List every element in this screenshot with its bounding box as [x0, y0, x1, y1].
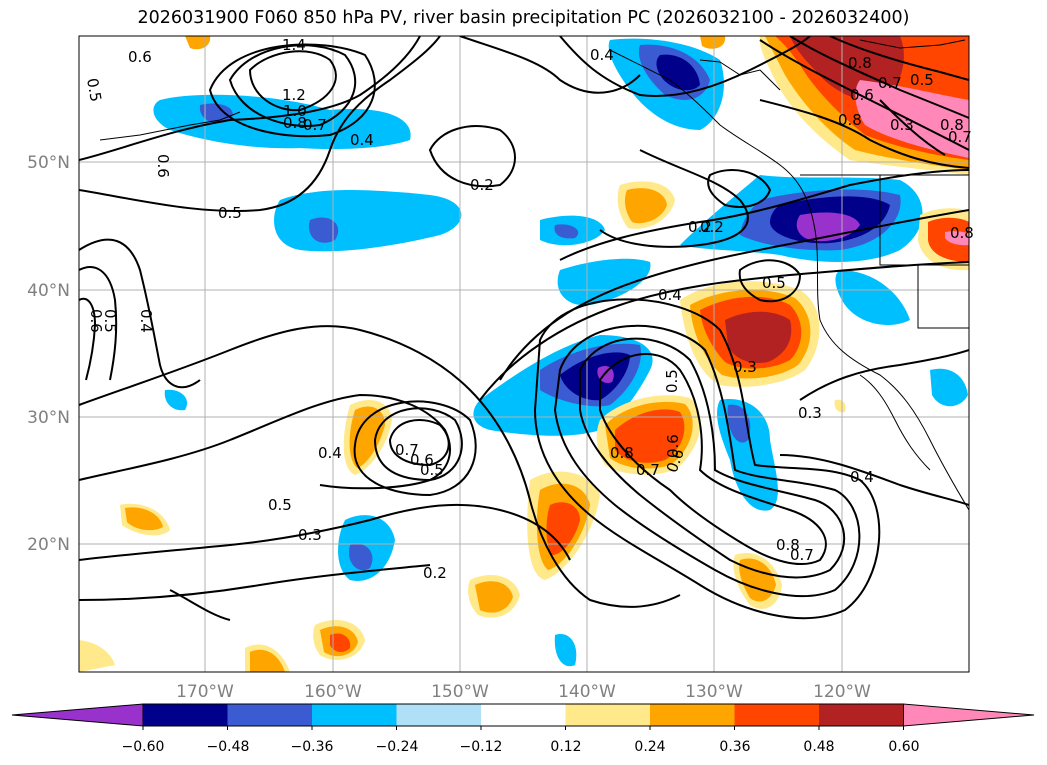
colorbar-tick-label: −0.60 [122, 739, 165, 755]
contour-label: 0.4 [137, 309, 155, 333]
contour-label: 0.3 [298, 526, 322, 544]
lat-label: 20°N [27, 535, 70, 555]
colorbar-segment [819, 704, 904, 726]
colorbar-tick-label: −0.36 [291, 739, 334, 755]
contour-label-group: 0.6 1.4 0.5 1.2 0.8 1.0 0.7 0.4 0.6 0.4 … [83, 36, 974, 582]
colorbar-tick-label: 0.60 [888, 739, 919, 755]
lon-label: 150°W [431, 682, 489, 702]
contour-label: 0.8 [950, 224, 974, 242]
colorbar-segment [481, 704, 566, 726]
contour-label: 0.4 [850, 468, 874, 486]
colorbar-tick-label: −0.12 [460, 739, 503, 755]
colorbar-segment [227, 704, 313, 726]
contour-label: 0.5 [218, 204, 242, 222]
colorbar-tick-label: 0.48 [803, 739, 834, 755]
longitude-labels: 170°W 160°W 150°W 140°W 130°W 120°W [176, 682, 871, 702]
contour-label: 1.4 [282, 36, 306, 54]
contour-label: 0.7 [948, 128, 972, 146]
lon-label: 160°W [304, 682, 362, 702]
map-title: 2026031900 F060 850 hPa PV, river basin … [137, 8, 910, 28]
contour-label: 0.6 [850, 86, 874, 104]
lat-label: 50°N [27, 153, 70, 173]
lon-label: 120°W [813, 682, 871, 702]
contour-label: 0.2 [700, 218, 724, 236]
colorbar-tick-label: −0.24 [376, 739, 419, 755]
contour-label: 0.6 [410, 451, 434, 469]
colorbar-segment [565, 704, 651, 726]
contour-label: 0.6 [128, 48, 152, 66]
contour-label: 0.7 [878, 74, 902, 92]
contour-label: 1.0 [283, 102, 307, 120]
contour-label: 0.8 [610, 444, 634, 462]
contour-label: 0.4 [590, 46, 614, 64]
contour-label: 0.7 [790, 546, 814, 564]
colorbar-frame [142, 703, 904, 727]
contour-label: 0.4 [318, 444, 342, 462]
colorbar-tick-label: 0.36 [719, 739, 750, 755]
lon-label: 140°W [558, 682, 616, 702]
contour-label: 0.2 [688, 218, 712, 236]
lon-label: 170°W [176, 682, 234, 702]
contour-label: 0.5 [420, 461, 444, 479]
contour-label: 0.5 [268, 496, 292, 514]
latitude-labels: 50°N 40°N 30°N 20°N [27, 153, 70, 555]
contour-label: 0.8 [283, 114, 307, 132]
contour-label: 0.8 [848, 54, 872, 72]
contour-label: 0.3 [798, 404, 822, 422]
contour-label: 0.8 [838, 111, 862, 129]
contour-label: 0.6 [664, 434, 682, 458]
contour-label: 0.7 [395, 441, 419, 459]
contour-label: 0.5 [101, 309, 119, 333]
colorbar-segment [650, 704, 735, 726]
contour-label: 0.5 [762, 274, 786, 292]
contour-label: 0.5 [663, 369, 681, 393]
contour-label: 1.2 [282, 86, 306, 104]
colorbar-segment [734, 704, 820, 726]
colorbar-segment [143, 704, 228, 726]
lat-label: 40°N [27, 281, 70, 301]
contour-label: 0.8 [776, 536, 800, 554]
colorbar-tick-label: −0.48 [207, 739, 250, 755]
contour-label: 0.8 [940, 116, 964, 134]
map-frame [78, 35, 970, 673]
contour-label: 0.5 [83, 77, 105, 104]
colorbar-segment [396, 704, 482, 726]
contour-label: 0.4 [658, 286, 682, 304]
contour-label: 0.7 [303, 116, 327, 134]
contour-label: 0.2 [470, 176, 494, 194]
lat-lon-grid [79, 36, 969, 672]
colorbar-extend-high [903, 703, 1035, 727]
pv-contours [79, 36, 969, 621]
colorbar-tick-label: 0.24 [634, 739, 665, 755]
lon-label: 130°W [685, 682, 743, 702]
contour-label: 0.3 [890, 116, 914, 134]
contour-label: 0.6 [87, 309, 105, 333]
lat-label: 30°N [27, 408, 70, 428]
contour-label: 0.3 [733, 358, 757, 376]
contour-label: 0.4 [350, 131, 374, 149]
contour-label: 0.6 [154, 154, 172, 178]
colorbar [11, 703, 1035, 730]
colorbar-segment [312, 704, 397, 726]
colorbar-tick-labels: −0.60 −0.48 −0.36 −0.24 −0.12 0.12 0.24 … [122, 739, 920, 755]
coastlines [99, 39, 969, 511]
contour-label: 0.5 [910, 71, 934, 89]
contour-label: 0.7 [636, 461, 660, 479]
contour-label: 0.2 [423, 564, 447, 582]
colorbar-tick-label: 0.12 [550, 739, 581, 755]
colorbar-extend-low [11, 703, 144, 727]
